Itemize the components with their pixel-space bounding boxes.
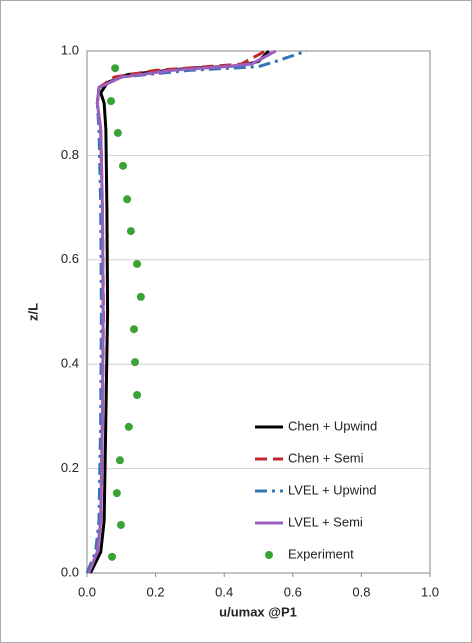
x-tick-label: 0.8 bbox=[352, 584, 370, 599]
x-axis-label: u/umax @P1 bbox=[219, 604, 297, 619]
data-point bbox=[112, 489, 121, 498]
data-point bbox=[136, 292, 145, 301]
y-tick-label: 0.0 bbox=[61, 564, 79, 579]
data-point bbox=[133, 390, 142, 399]
legend-label: Chen + Semi bbox=[288, 450, 364, 465]
x-tick-label: 0.4 bbox=[215, 584, 233, 599]
data-point bbox=[126, 227, 135, 236]
x-tick-label: 0.2 bbox=[147, 584, 165, 599]
y-tick-label: 0.6 bbox=[61, 251, 79, 266]
data-point bbox=[107, 97, 116, 106]
data-point bbox=[111, 64, 120, 73]
y-tick-label: 1.0 bbox=[61, 42, 79, 57]
legend-label: Experiment bbox=[288, 546, 354, 561]
legend-label: Chen + Upwind bbox=[288, 418, 377, 433]
x-tick-label: 1.0 bbox=[421, 584, 439, 599]
legend-marker bbox=[265, 551, 273, 559]
series-line bbox=[87, 49, 277, 574]
data-point bbox=[131, 358, 140, 367]
data-point bbox=[116, 520, 125, 529]
data-point bbox=[129, 325, 138, 334]
data-point bbox=[115, 456, 124, 465]
legend-label: LVEL + Upwind bbox=[288, 482, 377, 497]
y-axis-label: z/L bbox=[25, 303, 40, 321]
data-point bbox=[113, 128, 122, 137]
y-tick-label: 0.4 bbox=[61, 356, 79, 371]
plot-border bbox=[86, 50, 431, 574]
data-point bbox=[123, 195, 132, 204]
y-tick-label: 0.8 bbox=[61, 147, 79, 162]
x-tick-label: 0.6 bbox=[284, 584, 302, 599]
data-point bbox=[119, 161, 128, 170]
y-tick-label: 0.2 bbox=[61, 460, 79, 475]
x-tick-label: 0.0 bbox=[78, 584, 96, 599]
data-point bbox=[124, 422, 133, 431]
data-point bbox=[108, 552, 117, 561]
data-point bbox=[133, 259, 142, 268]
legend-label: LVEL + Semi bbox=[288, 514, 363, 529]
